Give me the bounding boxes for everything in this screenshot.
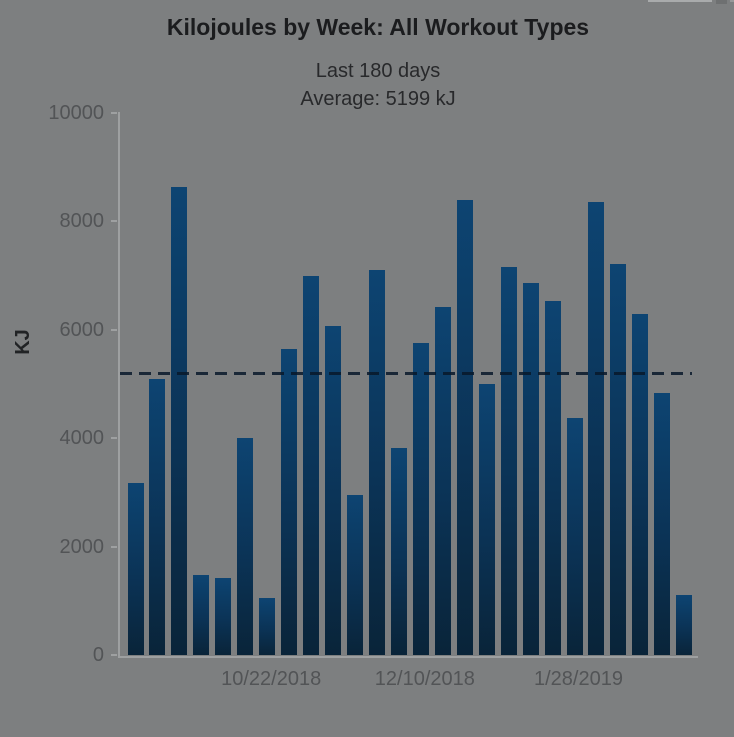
y-tick-mark — [111, 545, 117, 548]
bar-week-4[interactable] — [193, 574, 210, 655]
bar-week-6[interactable] — [237, 438, 254, 655]
chart-header: Kilojoules by Week: All Workout Types La… — [60, 0, 696, 112]
y-tick-mark — [111, 654, 117, 656]
x-tick-label: 12/10/2018 — [374, 668, 475, 690]
bar-week-9[interactable] — [303, 276, 320, 655]
y-tick-label: 2000 — [59, 535, 105, 558]
bar-week-1[interactable] — [127, 483, 144, 655]
y-tick-mark — [111, 328, 117, 331]
bar-week-17[interactable] — [478, 384, 495, 655]
y-tick-label: 0 — [92, 644, 104, 666]
bar-week-26[interactable] — [676, 594, 693, 655]
bar-week-11[interactable] — [347, 495, 363, 655]
bar-week-18[interactable] — [500, 267, 517, 655]
bar-week-24[interactable] — [632, 314, 649, 655]
y-tick-label: 10000 — [48, 102, 104, 124]
chart-average-label: Average: 5199 kJ — [300, 88, 456, 110]
y-tick-mark — [111, 437, 117, 440]
y-tick-mark — [111, 112, 117, 114]
chart-title: Kilojoules by Week: All Workout Types — [166, 14, 590, 40]
bar-week-15[interactable] — [434, 307, 451, 655]
bar-week-8[interactable] — [281, 348, 298, 655]
bar-week-14[interactable] — [412, 343, 429, 655]
bar-week-7[interactable] — [259, 598, 276, 655]
chart-subtitle: Last 180 days — [315, 60, 441, 82]
bar-week-21[interactable] — [566, 418, 583, 655]
bar-week-25[interactable] — [654, 393, 671, 655]
bar-week-2[interactable] — [149, 379, 166, 655]
y-axis-line — [118, 112, 120, 658]
bar-week-3[interactable] — [171, 187, 188, 655]
window-artifact-nub — [716, 0, 727, 4]
bar-week-23[interactable] — [610, 264, 627, 655]
bar-week-12[interactable] — [368, 270, 385, 655]
bar-week-13[interactable] — [390, 447, 407, 655]
x-axis-line — [118, 656, 698, 658]
bar-week-22[interactable] — [588, 201, 605, 655]
window-artifact-dot — [730, 0, 734, 2]
bar-week-16[interactable] — [456, 200, 473, 655]
window-artifact-line — [648, 0, 712, 2]
y-tick-mark — [111, 220, 117, 223]
bar-week-10[interactable] — [325, 326, 342, 655]
bar-week-19[interactable] — [522, 283, 539, 655]
bar-week-5[interactable] — [215, 578, 232, 655]
average-dashed-line — [120, 371, 692, 375]
x-tick-label: 10/22/2018 — [221, 668, 322, 690]
x-tick-label: 1/28/2019 — [534, 668, 623, 690]
y-tick-label: 8000 — [59, 210, 105, 233]
bar-week-20[interactable] — [544, 301, 561, 655]
y-tick-label: 6000 — [59, 318, 105, 341]
y-tick-label: 4000 — [59, 427, 105, 450]
